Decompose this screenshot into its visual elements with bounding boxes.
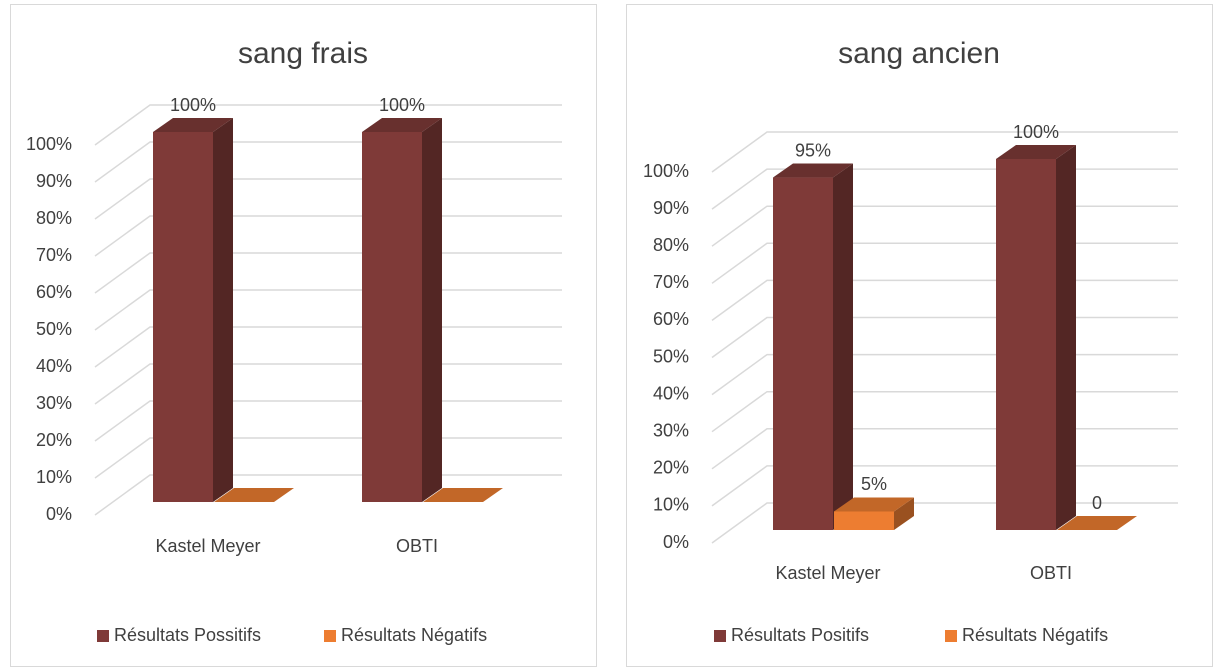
grid-line [711, 131, 1178, 173]
data-label: 100% [1013, 122, 1059, 142]
x-tick-label: OBTI [1030, 563, 1072, 583]
bar [996, 159, 1056, 530]
y-tick-label: 90% [36, 171, 72, 191]
bar-side [894, 497, 914, 530]
bar-top [153, 118, 233, 132]
chart-title: sang frais [238, 37, 368, 70]
y-tick-label: 60% [653, 309, 689, 329]
y-tick-label: 0% [46, 504, 72, 524]
bar-side [833, 163, 853, 531]
legend-swatch [714, 630, 726, 642]
bar-side [1056, 145, 1076, 530]
bar-top [214, 488, 294, 502]
data-label: 5% [861, 474, 887, 494]
y-tick-label: 30% [653, 420, 689, 440]
legend-swatch [324, 630, 336, 642]
y-tick-label: 90% [653, 198, 689, 218]
legend-label: Résultats Possitifs [114, 625, 261, 645]
bar-top [1057, 516, 1137, 530]
x-tick-label: Kastel Meyer [155, 536, 260, 556]
y-tick-label: 50% [36, 319, 72, 339]
data-label: 95% [795, 140, 831, 160]
legend-swatch [97, 630, 109, 642]
bar [834, 511, 894, 530]
y-tick-label: 40% [36, 356, 72, 376]
bar [362, 132, 422, 502]
y-tick-label: 40% [653, 383, 689, 403]
legend-swatch [945, 630, 957, 642]
bar [153, 132, 213, 502]
y-tick-label: 50% [653, 346, 689, 366]
data-label: 0 [1092, 493, 1102, 513]
y-tick-label: 70% [36, 245, 72, 265]
y-tick-label: 80% [36, 208, 72, 228]
bar [773, 177, 833, 531]
data-label: 100% [170, 95, 216, 115]
chart-panel [10, 4, 597, 667]
y-tick-label: 80% [653, 235, 689, 255]
bar-top [423, 488, 503, 502]
chart-title: sang ancien [838, 37, 1000, 70]
y-tick-label: 10% [653, 495, 689, 515]
y-tick-label: 100% [26, 134, 72, 154]
bar-top [362, 118, 442, 132]
chart-panel [626, 4, 1213, 667]
bar-top [773, 163, 853, 178]
legend-label: Résultats Positifs [731, 625, 869, 645]
grid-line [94, 104, 562, 146]
y-tick-label: 30% [36, 393, 72, 413]
bar-top [996, 145, 1076, 159]
y-tick-label: 20% [36, 430, 72, 450]
y-tick-label: 10% [36, 467, 72, 487]
y-tick-label: 100% [643, 161, 689, 181]
y-tick-label: 70% [653, 272, 689, 292]
bar-side [422, 118, 442, 502]
y-tick-label: 60% [36, 282, 72, 302]
bar-side [213, 118, 233, 502]
data-label: 100% [379, 95, 425, 115]
x-tick-label: OBTI [396, 536, 438, 556]
y-tick-label: 20% [653, 458, 689, 478]
bar-top [834, 497, 914, 512]
x-tick-label: Kastel Meyer [775, 563, 880, 583]
legend-label: Résultats Négatifs [341, 625, 487, 645]
legend-label: Résultats Négatifs [962, 625, 1108, 645]
y-tick-label: 0% [663, 532, 689, 552]
